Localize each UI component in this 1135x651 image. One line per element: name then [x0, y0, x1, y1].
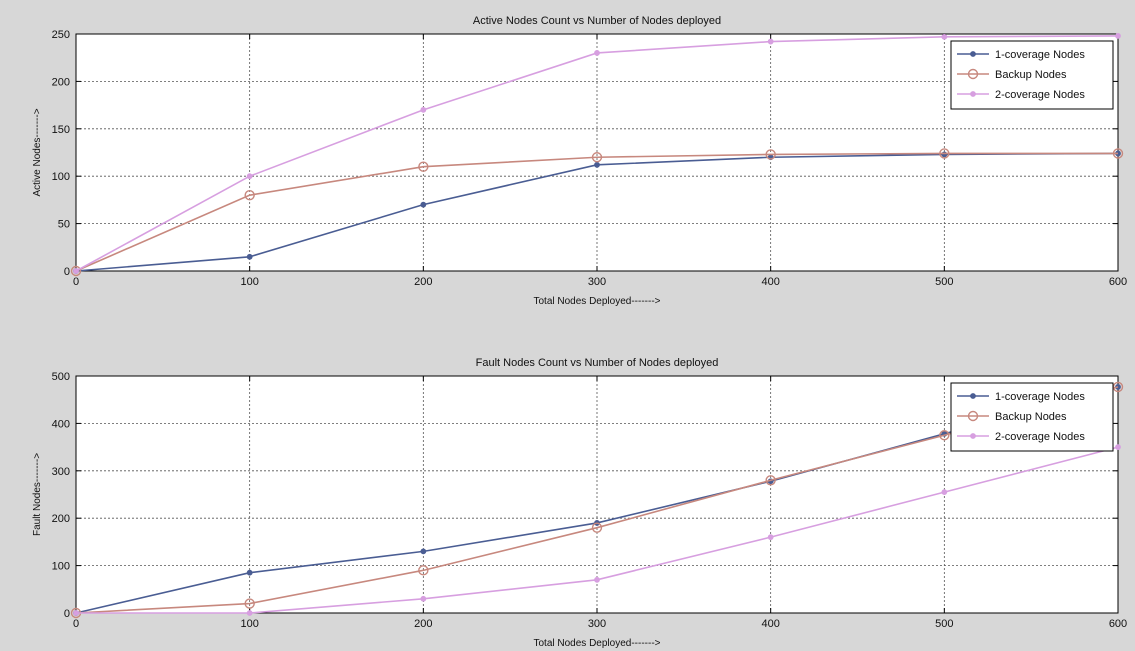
data-point-series-1	[420, 201, 427, 208]
y-tick-label: 200	[52, 513, 70, 525]
data-point-series-3	[941, 489, 948, 496]
legend-entry-label: Backup Nodes	[995, 69, 1067, 81]
x-tick-label: 600	[1109, 618, 1127, 630]
legend-entry-label: Backup Nodes	[995, 411, 1067, 423]
chart-title: Active Nodes Count vs Number of Nodes de…	[473, 15, 721, 27]
x-tick-label: 100	[240, 276, 258, 288]
data-point-series-2	[244, 598, 255, 609]
x-tick-label: 0	[73, 618, 79, 630]
active-nodes-plot: 0 100 200 300 400 500 600 0 50 100 150 200 250 Active…	[32, 15, 1127, 307]
y-tick-label: 150	[52, 124, 70, 136]
x-tick-label: 300	[588, 618, 606, 630]
y-tick-label: 250	[52, 29, 70, 41]
data-point-series-2	[939, 148, 950, 159]
data-point-series-2	[244, 189, 255, 201]
data-point-series-1	[246, 569, 253, 576]
data-point-series-3	[73, 268, 79, 274]
data-point-series-2	[765, 149, 776, 160]
data-point-series-2	[765, 475, 776, 486]
y-axis-label: Fault Nodes------->	[32, 453, 43, 536]
y-tick-label: 100	[52, 171, 70, 183]
data-point-series-3	[767, 534, 774, 541]
y-tick-label: 200	[52, 76, 70, 88]
legend-entry-label: 1-coverage Nodes	[995, 391, 1085, 403]
y-tick-label: 50	[58, 219, 70, 231]
fault-nodes-plot: 0 100 200 300 400 500 600 0 100 200 300 400 500 Fault…	[32, 357, 1127, 649]
y-axis-label: Active Nodes------->	[32, 108, 43, 196]
data-point-series-3	[246, 173, 253, 180]
data-point-series-2	[939, 430, 950, 441]
data-point-series-2	[70, 265, 82, 277]
legend-swatch-marker	[967, 68, 979, 80]
data-point-series-3	[767, 38, 774, 45]
legend-swatch-marker	[970, 91, 976, 97]
y-tick-label: 300	[52, 466, 70, 478]
x-tick-label: 100	[240, 618, 258, 630]
legend-swatch-marker	[970, 433, 976, 439]
x-tick-label: 500	[935, 276, 953, 288]
x-tick-label: 600	[1109, 276, 1127, 288]
data-point-series-3	[1115, 444, 1121, 451]
data-point-series-2	[591, 152, 603, 163]
data-point-series-2	[418, 161, 429, 172]
y-tick-label: 0	[64, 608, 70, 620]
legend-swatch-marker	[970, 393, 976, 399]
legend-swatch-marker	[967, 410, 979, 422]
data-point-series-3	[246, 610, 253, 616]
series-line-2	[75, 152, 1118, 272]
data-point-series-1	[420, 548, 427, 555]
x-tick-label: 200	[414, 276, 432, 288]
x-tick-label: 400	[761, 618, 779, 630]
y-tick-label: 100	[52, 561, 70, 573]
y-tick-label: 400	[52, 418, 70, 430]
x-tick-label: 300	[588, 276, 606, 288]
chart-title: Fault Nodes Count vs Number of Nodes dep…	[476, 357, 719, 369]
legend-swatch-marker	[970, 51, 976, 57]
series-line-2	[75, 386, 1119, 614]
data-point-series-2	[1112, 148, 1124, 159]
x-tick-label: 0	[73, 276, 79, 288]
data-point-series-3	[73, 610, 79, 616]
x-axis-label: Total Nodes Deployed------->	[534, 638, 661, 649]
x-tick-label: 400	[761, 276, 779, 288]
data-point-series-1	[246, 253, 253, 260]
legend-entry-label: 2-coverage Nodes	[995, 89, 1085, 101]
data-point-series-2	[591, 522, 603, 533]
legend-entry-label: 1-coverage Nodes	[995, 49, 1085, 61]
data-point-series-3	[941, 33, 948, 40]
data-point-series-3	[594, 50, 600, 56]
y-tick-label: 0	[64, 266, 70, 278]
x-tick-label: 200	[414, 618, 432, 630]
data-point-series-1	[594, 161, 600, 168]
data-point-series-3	[1115, 32, 1121, 39]
data-point-series-3	[420, 106, 427, 113]
data-point-series-3	[420, 595, 427, 602]
y-tick-label: 500	[52, 371, 70, 383]
x-tick-label: 500	[935, 618, 953, 630]
legend-entry-label: 2-coverage Nodes	[995, 431, 1085, 443]
data-point-series-2	[418, 565, 429, 576]
x-axis-label: Total Nodes Deployed------->	[534, 296, 661, 307]
data-point-series-3	[594, 576, 600, 583]
